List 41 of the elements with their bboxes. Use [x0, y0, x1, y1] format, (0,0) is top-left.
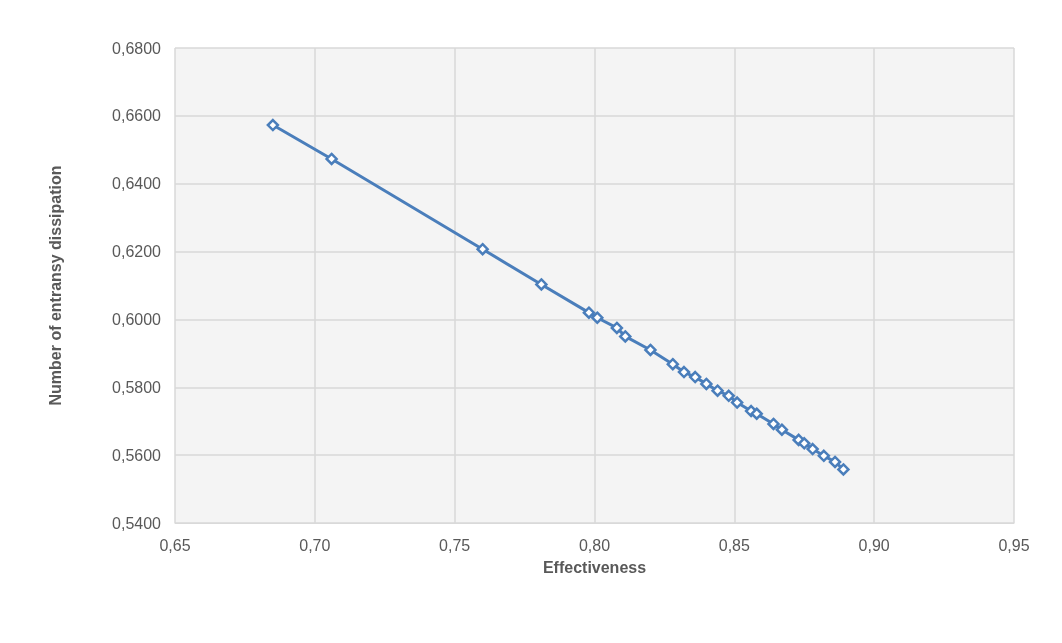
point	[619, 330, 632, 343]
x-tick-label: 0,70	[299, 536, 331, 554]
point	[837, 463, 850, 476]
point	[711, 384, 724, 397]
x-tick-label: 0,65	[159, 536, 191, 554]
point	[644, 343, 657, 357]
y-tick-label: 0,5400	[112, 514, 162, 532]
point	[730, 396, 744, 409]
point	[722, 389, 735, 403]
point	[798, 437, 811, 450]
x-tick-label: 0,80	[578, 536, 611, 554]
point	[476, 242, 489, 256]
y-tick-label: 0,6200	[112, 243, 162, 261]
point	[700, 377, 713, 391]
point	[535, 278, 548, 291]
point	[750, 407, 763, 420]
x-tick-label: 0,85	[718, 536, 751, 554]
y-axis-title: Number of entransy dissipation	[46, 165, 64, 406]
point	[828, 455, 842, 469]
x-tick-label: 0,90	[858, 536, 890, 554]
point	[688, 370, 702, 384]
y-tick-label: 0,6400	[112, 175, 162, 193]
point	[775, 423, 789, 436]
point	[266, 118, 280, 132]
point	[325, 152, 338, 166]
point	[666, 357, 680, 371]
x-tick-label: 0,75	[439, 536, 471, 554]
x-axis-title: Effectiveness	[542, 558, 647, 576]
point	[582, 306, 596, 319]
point	[806, 442, 819, 456]
y-tick-label: 0,5800	[112, 378, 162, 396]
y-tick-label: 0,6000	[112, 310, 162, 328]
point	[591, 311, 604, 324]
point	[610, 321, 624, 335]
point	[677, 365, 691, 379]
y-tick-label: 0,6800	[112, 39, 162, 57]
y-tick-label: 0,5600	[112, 446, 162, 464]
point	[767, 417, 780, 431]
x-tick-label: 0,95	[998, 536, 1030, 554]
y-tick-label: 0,6600	[112, 107, 162, 125]
point	[817, 449, 831, 463]
